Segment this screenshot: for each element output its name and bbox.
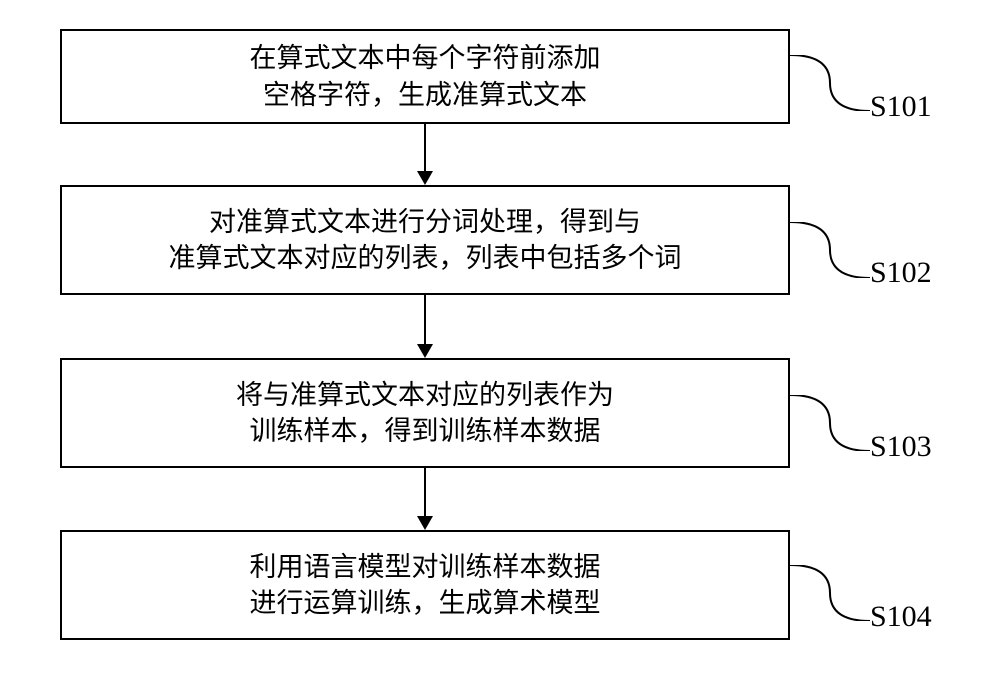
step-label-s102: S102 — [870, 256, 932, 290]
step-line2: 训练样本，得到训练样本数据 — [250, 413, 601, 449]
step-label-s101: S101 — [870, 90, 932, 124]
arrow-head-s103-s104 — [417, 516, 433, 530]
arrow-line-s102-s103 — [424, 295, 426, 344]
step-line1: 利用语言模型对训练样本数据 — [250, 549, 601, 585]
flowchart-canvas: 在算式文本中每个字符前添加空格字符，生成准算式文本 S101 对准算式文本进行分词处… — [0, 0, 1000, 682]
step-line1: 将与准算式文本对应的列表作为 — [236, 377, 614, 413]
step-line2: 准算式文本对应的列表，列表中包括多个词 — [169, 240, 682, 276]
step-line2: 空格字符，生成准算式文本 — [263, 77, 587, 113]
step-line1: 在算式文本中每个字符前添加 — [250, 40, 601, 76]
label-connector-s104 — [790, 565, 870, 621]
step-line1: 对准算式文本进行分词处理，得到与 — [209, 204, 641, 240]
flow-step-s102: 对准算式文本进行分词处理，得到与准算式文本对应的列表，列表中包括多个词 — [60, 185, 790, 295]
arrow-head-s101-s102 — [417, 171, 433, 185]
flow-step-s104: 利用语言模型对训练样本数据进行运算训练，生成算术模型 — [60, 530, 790, 640]
flow-step-s101: 在算式文本中每个字符前添加空格字符，生成准算式文本 — [60, 29, 790, 124]
label-connector-s103 — [790, 395, 870, 451]
arrow-head-s102-s103 — [417, 344, 433, 358]
arrow-line-s101-s102 — [424, 124, 426, 171]
label-connector-s102 — [790, 222, 870, 278]
step-label-s103: S103 — [870, 430, 932, 464]
flow-step-s103: 将与准算式文本对应的列表作为训练样本，得到训练样本数据 — [60, 358, 790, 468]
arrow-line-s103-s104 — [424, 468, 426, 516]
label-connector-s101 — [790, 55, 870, 111]
step-line2: 进行运算训练，生成算术模型 — [250, 585, 601, 621]
step-label-s104: S104 — [870, 600, 932, 634]
